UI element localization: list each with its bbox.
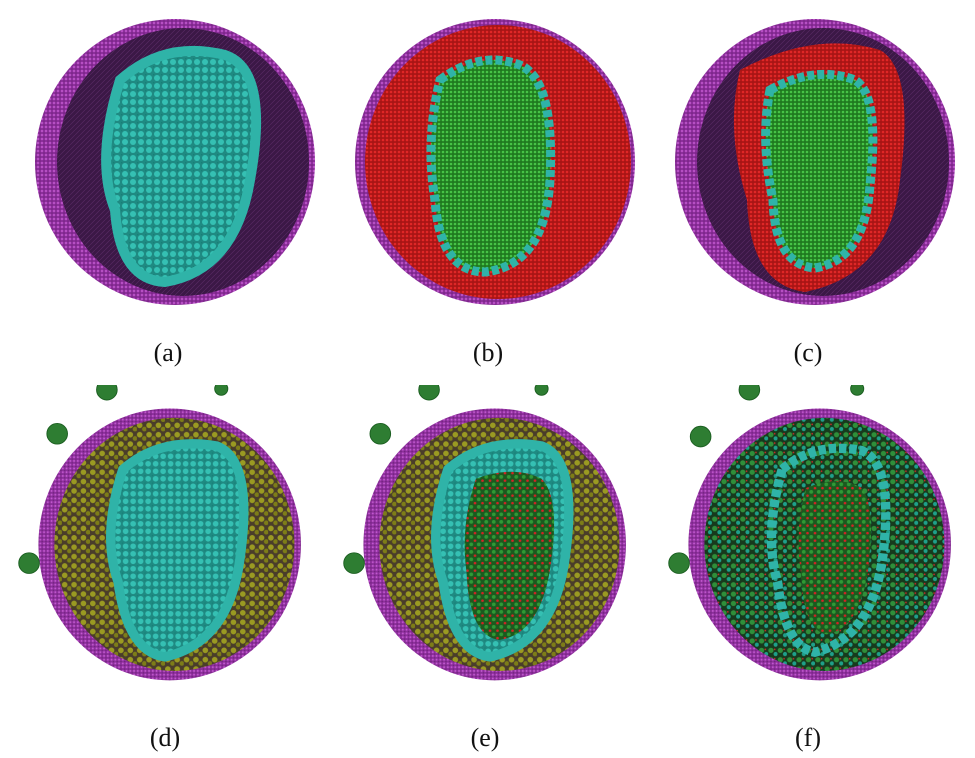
caption-f: (f) [795, 723, 821, 752]
virion-full-e [343, 385, 626, 681]
caption-d: (d) [149, 723, 181, 752]
panel-b [345, 10, 645, 310]
virion-cross-section-b [355, 19, 635, 305]
panel-d [15, 385, 315, 685]
panel-c [665, 10, 965, 310]
panel-f [665, 385, 965, 685]
caption-b: (b) [472, 338, 504, 367]
virion-full-f [668, 385, 951, 681]
caption-e: (e) [470, 723, 500, 752]
virion-cutaway-c [675, 19, 955, 305]
virion-cutaway-a [35, 19, 315, 305]
caption-a: (a) [153, 338, 183, 367]
panel-a [25, 10, 325, 310]
panel-e [340, 385, 640, 685]
virion-full-d [18, 385, 301, 681]
caption-c: (c) [793, 338, 823, 367]
